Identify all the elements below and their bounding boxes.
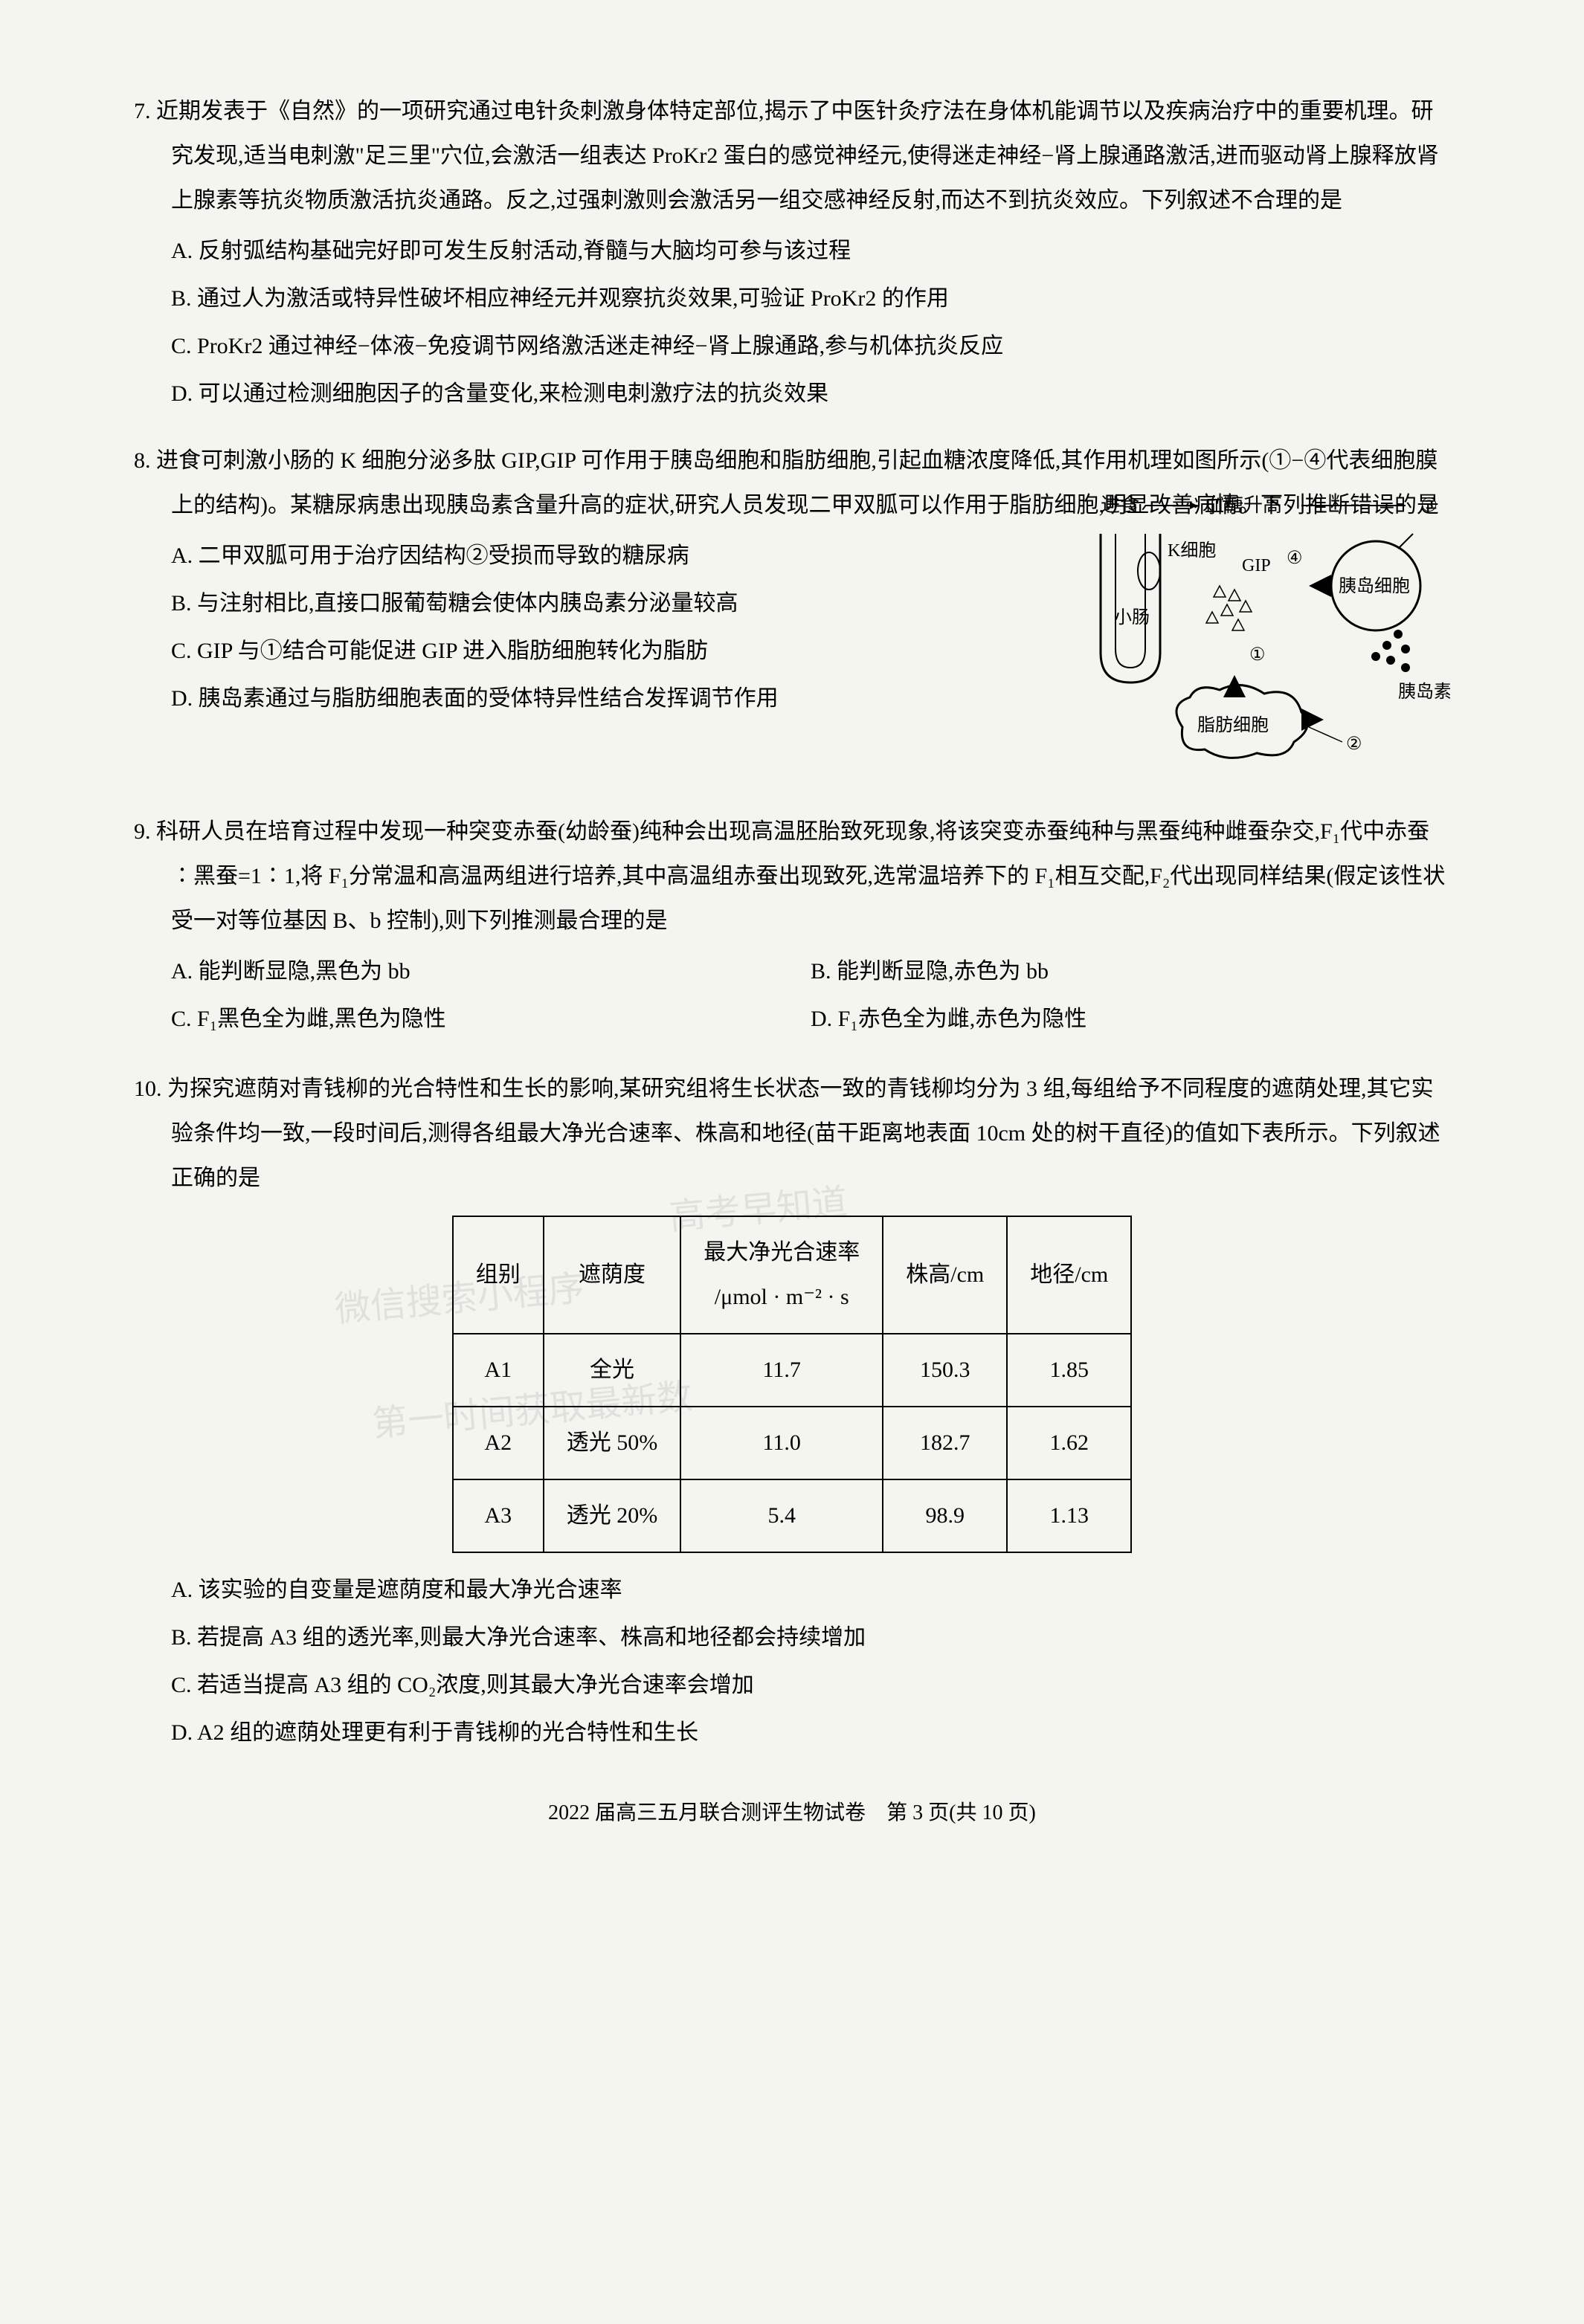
diagram-label-intake: 进食 <box>1101 494 1139 516</box>
q7-num: 7. <box>134 99 151 123</box>
q9-text: 科研人员在培育过程中发现一种突变赤蚕(幼龄蚕)纯种会出现高温胚胎致死现象,将该突… <box>156 819 1445 933</box>
q10-option-c: C. 若适当提高 A3 组的 CO₂浓度,则其最大净光合速率会增加 <box>171 1663 1450 1708</box>
table-cell: A3 <box>453 1479 544 1552</box>
q9-option-c: C. F₁黑色全为雌,黑色为隐性 <box>171 997 811 1042</box>
q8-option-b: B. 与注射相比,直接口服葡萄糖会使体内胰岛素分泌量较高 <box>171 581 1078 626</box>
diagram-label-gip: GIP <box>1242 556 1271 575</box>
question-10: 10. 为探究遮荫对青钱柳的光合特性和生长的影响,某研究组将生长状态一致的青钱柳… <box>134 1067 1450 1755</box>
table-header: 最大净光合速率 /μmol · m⁻² · s <box>680 1216 883 1334</box>
diagram-label-fat: 脂肪细胞 <box>1197 715 1269 735</box>
q10-stem: 10. 为探究遮荫对青钱柳的光合特性和生长的影响,某研究组将生长状态一致的青钱柳… <box>134 1067 1450 1201</box>
q8-option-a: A. 二甲双胍可用于治疗因结构②受损而导致的糖尿病 <box>171 534 1078 578</box>
q10-option-d: D. A2 组的遮荫处理更有利于青钱柳的光合特性和生长 <box>171 1711 1450 1755</box>
table-cell: 5.4 <box>680 1479 883 1552</box>
q9-stem: 9. 科研人员在培育过程中发现一种突变赤蚕(幼龄蚕)纯种会出现高温胚胎致死现象,… <box>134 810 1450 943</box>
q10-option-a: A. 该实验的自变量是遮荫度和最大净光合速率 <box>171 1568 1450 1613</box>
q8-option-c: C. GIP 与①结合可能促进 GIP 进入脂肪细胞转化为脂肪 <box>171 629 1078 674</box>
diagram-label-intestine: 小肠 <box>1114 607 1150 627</box>
q10-table: 组别 遮荫度 最大净光合速率 /μmol · m⁻² · s 株高/cm 地径/… <box>452 1216 1133 1553</box>
table-cell: 1.85 <box>1007 1334 1131 1407</box>
diagram-label-kcell: K细胞 <box>1168 540 1216 561</box>
table-header: 地径/cm <box>1007 1216 1131 1334</box>
question-9: 9. 科研人员在培育过程中发现一种突变赤蚕(幼龄蚕)纯种会出现高温胚胎致死现象,… <box>134 810 1450 1045</box>
table-cell: 150.3 <box>883 1334 1007 1407</box>
table-header-row: 组别 遮荫度 最大净光合速率 /μmol · m⁻² · s 株高/cm 地径/… <box>453 1216 1132 1334</box>
q9-option-b: B. 能判断显隐,赤色为 bb <box>811 949 1450 994</box>
diagram-label-m4: ④ <box>1287 549 1303 568</box>
q7-option-d: D. 可以通过检测细胞因子的含量变化,来检测电刺激疗法的抗炎效果 <box>171 372 1450 416</box>
table-cell: 11.0 <box>680 1407 883 1479</box>
table-cell: 透光 20% <box>544 1479 681 1552</box>
table-row: A3 透光 20% 5.4 98.9 1.13 <box>453 1479 1132 1552</box>
table-cell: A2 <box>453 1407 544 1479</box>
q7-option-c: C. ProKr2 通过神经−体液−免疫调节网络激活迷走神经−肾上腺通路,参与机… <box>171 324 1450 369</box>
q7-option-b: B. 通过人为激活或特异性破坏相应神经元并观察抗炎效果,可验证 ProKr2 的… <box>171 277 1450 321</box>
q8-options: A. 二甲双胍可用于治疗因结构②受损而导致的糖尿病 B. 与注射相比,直接口服葡… <box>134 534 1078 721</box>
q9-num: 9. <box>134 819 151 844</box>
q9-options-row1: A. 能判断显隐,黑色为 bb B. 能判断显隐,赤色为 bb <box>134 949 1450 997</box>
q7-option-a: A. 反射弧结构基础完好即可发生反射活动,脊髓与大脑均可参与该过程 <box>171 229 1450 274</box>
q10-text: 为探究遮荫对青钱柳的光合特性和生长的影响,某研究组将生长状态一致的青钱柳均分为 … <box>167 1077 1440 1190</box>
q9-option-a: A. 能判断显隐,黑色为 bb <box>171 949 811 994</box>
table-cell: 1.13 <box>1007 1479 1131 1552</box>
table-cell: 182.7 <box>883 1407 1007 1479</box>
diagram-label-insulin: 胰岛素 <box>1398 682 1450 702</box>
table-row: A2 透光 50% 11.0 182.7 1.62 <box>453 1407 1132 1479</box>
q10-num: 10. <box>134 1077 162 1101</box>
table-header: 遮荫度 <box>544 1216 681 1334</box>
q10-options: A. 该实验的自变量是遮荫度和最大净光合速率 B. 若提高 A3 组的透光率,则… <box>134 1568 1450 1755</box>
question-8: 8. 进食可刺激小肠的 K 细胞分泌多肽 GIP,GIP 可作用于胰岛细胞和脂肪… <box>134 439 1450 787</box>
q7-stem: 7. 近期发表于《自然》的一项研究通过电针灸刺激身体特定部位,揭示了中医针灸疗法… <box>134 89 1450 223</box>
q9-option-d: D. F₁赤色全为雌,赤色为隐性 <box>811 997 1450 1042</box>
q8-num: 8. <box>134 448 151 473</box>
table-cell: 98.9 <box>883 1479 1007 1552</box>
table-header: 株高/cm <box>883 1216 1007 1334</box>
diagram-label-m2: ② <box>1346 735 1362 754</box>
q9-options-row2: C. F₁黑色全为雌,黑色为隐性 D. F₁赤色全为雌,赤色为隐性 <box>134 997 1450 1045</box>
table-cell: A1 <box>453 1334 544 1407</box>
table-cell: 11.7 <box>680 1334 883 1407</box>
table-cell: 透光 50% <box>544 1407 681 1479</box>
q10-option-b: B. 若提高 A3 组的透光率,则最大净光合速率、株高和地径都会持续增加 <box>171 1615 1450 1660</box>
page-footer: 2022 届高三五月联合测评生物试卷 第 3 页(共 10 页) <box>134 1792 1450 1834</box>
table-header: 组别 <box>453 1216 544 1334</box>
q7-options: A. 反射弧结构基础完好即可发生反射活动,脊髓与大脑均可参与该过程 B. 通过人… <box>134 229 1450 416</box>
diagram-label-islet: 胰岛细胞 <box>1339 576 1410 596</box>
diagram-label-bloodsugar: 血糖升高 <box>1205 494 1282 516</box>
diagram-label-m1: ① <box>1249 645 1266 665</box>
table-cell: 1.62 <box>1007 1407 1131 1479</box>
q7-text: 近期发表于《自然》的一项研究通过电针灸刺激身体特定部位,揭示了中医针灸疗法在身体… <box>156 99 1439 213</box>
table-cell: 全光 <box>544 1334 681 1407</box>
question-7: 7. 近期发表于《自然》的一项研究通过电针灸刺激身体特定部位,揭示了中医针灸疗法… <box>134 89 1450 416</box>
table-row: A1 全光 11.7 150.3 1.85 <box>453 1334 1132 1407</box>
diagram-label-m3: ③ <box>1420 494 1437 516</box>
q8-option-d: D. 胰岛素通过与脂肪细胞表面的受体特异性结合发挥调节作用 <box>171 677 1078 721</box>
q8-diagram: 进食 血糖升高 ③ 小肠 K细胞 GIP ④ <box>1078 489 1450 787</box>
